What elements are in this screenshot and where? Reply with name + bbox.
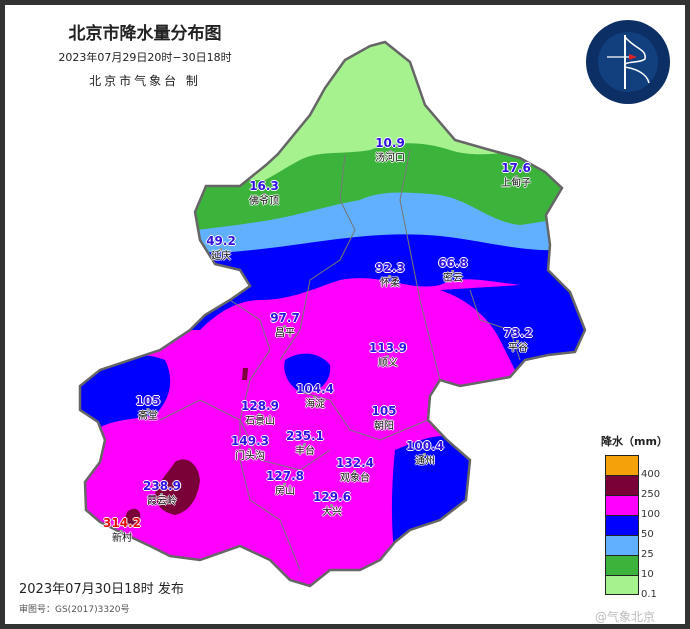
watermark: @气象北京: [595, 610, 656, 624]
station-mentougou: 149.3 门头沟: [231, 434, 269, 462]
band-250-400-spot: [242, 368, 248, 380]
band-250-400-xiayunling: [155, 459, 200, 515]
station-huairou: 92.3 怀柔: [375, 261, 405, 289]
map-title: 北京市降水量分布图: [68, 24, 222, 44]
issued-time: 2023年07月30日18时 发布: [19, 582, 184, 597]
legend-swatch: [605, 495, 639, 515]
station-shangdianzi: 17.6 上甸子: [501, 161, 531, 189]
legend-swatch: [605, 575, 639, 595]
station-foyeding: 16.3 佛爷顶: [249, 179, 279, 207]
legend-item: 0.1: [605, 575, 668, 600]
legend-item: 250: [605, 475, 668, 500]
station-miyun: 66.8 密云: [438, 256, 468, 284]
station-xiayunling: 238.9 霞云岭: [143, 479, 181, 507]
band-250-400-xincun: [124, 508, 141, 527]
legend-item: 25: [605, 535, 668, 560]
legend-item: 50: [605, 515, 668, 540]
legend-swatch: [605, 455, 639, 475]
legend-item: 400: [605, 455, 668, 480]
precipitation-map: [78, 40, 587, 588]
legend-swatch: [605, 475, 639, 495]
blue-patch: [284, 353, 331, 393]
station-xincun: 314.2 新村: [103, 516, 141, 544]
map-frame: 北京市降水量分布图 2023年07月29日20时−30日18时 北京市气象台 制: [5, 5, 685, 624]
station-tanghekou: 10.9 汤河口: [375, 136, 405, 164]
station-chaoyang: 105 朝阳: [371, 404, 397, 432]
station-changping: 97.7 昌平: [270, 311, 300, 339]
district-boundaries: [159, 149, 521, 571]
map-period: 2023年07月29日20时−30日18时: [58, 51, 232, 64]
legend-item: 10: [605, 555, 668, 580]
review-number: 审图号：GS(2017)3320号: [19, 605, 130, 615]
station-guanxiangtai: 132.4 观象台: [336, 456, 374, 484]
station-pinggu: 73.2 平谷: [503, 326, 533, 354]
legend-swatch: [605, 535, 639, 555]
station-shijingshan: 128.9 石景山: [241, 399, 279, 427]
beijing-meteorological-service-logo: [586, 20, 670, 104]
legend-swatch: [605, 515, 639, 535]
station-fengtai: 235.1 丰台: [286, 429, 324, 457]
legend-title: 降水（mm）: [601, 435, 668, 448]
legend-swatch: [605, 555, 639, 575]
station-zhaitang: 105 斋堂: [135, 394, 161, 422]
station-haidian: 104.4 海淀: [296, 382, 334, 410]
station-yanqing: 49.2 延庆: [206, 234, 236, 262]
map-producer: 北京市气象台 制: [89, 74, 201, 88]
legend: 降水（mm） 400 250 100 50 25 10 0.1: [601, 433, 668, 600]
station-shunyi: 113.9 顺义: [369, 341, 407, 369]
station-fangshan: 127.8 房山: [266, 469, 304, 497]
station-daxing: 129.6 大兴: [313, 490, 351, 518]
station-tongzhou: 100.4 通州: [406, 439, 444, 467]
legend-item: 100: [605, 495, 668, 520]
